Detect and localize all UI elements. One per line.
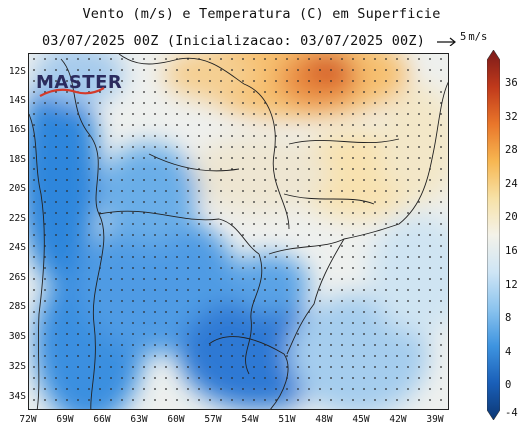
wind-reference: 5 m/s — [436, 31, 488, 46]
lon-label: 72W — [19, 414, 37, 425]
lat-label: 34S — [8, 391, 26, 402]
temperature-wind-map — [28, 53, 449, 410]
lat-label: 16S — [8, 124, 26, 135]
lon-label: 60W — [167, 414, 185, 425]
map-title: Vento (m/s) e Temperatura (C) em Superfi… — [82, 6, 441, 22]
map-subtitle: 03/07/2025 00Z (Inicializacao: 03/07/202… — [41, 33, 426, 49]
map-canvas — [29, 54, 448, 409]
colorbar-tick: 32 — [505, 111, 518, 123]
temperature-colorbar — [487, 50, 500, 420]
colorbar-tick: 24 — [505, 178, 518, 190]
lon-label: 63W — [130, 414, 148, 425]
master-logo: MASTER — [36, 72, 122, 97]
wind-arrow-icon — [437, 37, 456, 46]
wind-reference-value: 5 — [460, 31, 467, 43]
lat-label: 26S — [8, 272, 26, 283]
lon-label: 69W — [56, 414, 74, 425]
colorbar-tick: 36 — [505, 77, 518, 89]
lon-label: 48W — [315, 414, 333, 425]
colorbar-tick: -4 — [505, 407, 518, 419]
colorbar-tick: 0 — [505, 379, 512, 391]
lat-label: 22S — [8, 213, 26, 224]
lat-label: 18S — [8, 154, 26, 165]
lon-label: 42W — [389, 414, 407, 425]
lat-label: 12S — [8, 66, 26, 77]
lon-label: 51W — [278, 414, 296, 425]
lon-label: 39W — [426, 414, 444, 425]
lon-label: 45W — [352, 414, 370, 425]
colorbar-tick: 12 — [505, 279, 518, 291]
colorbar-tick: 4 — [505, 346, 512, 358]
lon-label: 54W — [241, 414, 259, 425]
lat-label: 32S — [8, 361, 26, 372]
lat-label: 24S — [8, 242, 26, 253]
lat-label: 20S — [8, 183, 26, 194]
lat-label: 14S — [8, 95, 26, 106]
logo-swoosh-icon — [39, 87, 105, 97]
colorbar-tick: 16 — [505, 245, 518, 257]
lat-label: 30S — [8, 331, 26, 342]
wind-vector-grid — [29, 54, 448, 409]
colorbar-tick: 8 — [505, 312, 512, 324]
lat-label: 28S — [8, 301, 26, 312]
lon-label: 57W — [204, 414, 222, 425]
colorbar-tick: 28 — [505, 144, 518, 156]
wind-reference-unit: m/s — [468, 31, 488, 43]
colorbar-tick: 20 — [505, 211, 518, 223]
lon-label: 66W — [93, 414, 111, 425]
